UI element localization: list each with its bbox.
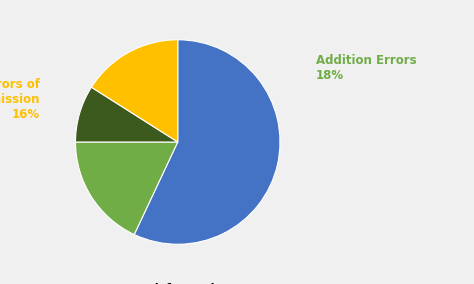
Text: Addition Errors
18%: Addition Errors 18% — [316, 55, 416, 82]
Wedge shape — [91, 40, 178, 142]
Wedge shape — [75, 87, 178, 142]
Wedge shape — [75, 142, 178, 235]
Text: Errors of
Omission
16%: Errors of Omission 16% — [0, 78, 40, 121]
Text: Misformation
57%: Misformation 57% — [144, 283, 232, 284]
Wedge shape — [134, 40, 280, 244]
